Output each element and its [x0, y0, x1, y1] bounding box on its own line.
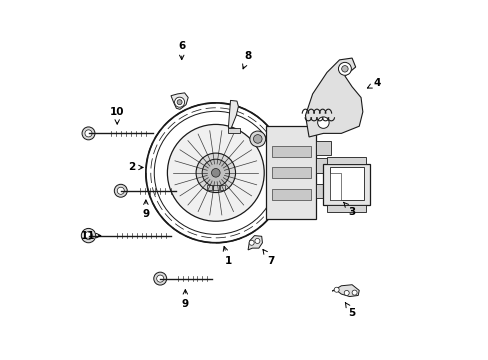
Bar: [329, 173, 341, 200]
Circle shape: [351, 290, 356, 295]
Circle shape: [196, 153, 235, 193]
Text: 9: 9: [142, 200, 149, 219]
Circle shape: [202, 159, 229, 186]
Bar: [213, 185, 218, 190]
Polygon shape: [228, 100, 238, 128]
Circle shape: [341, 66, 347, 72]
Circle shape: [249, 240, 254, 245]
Polygon shape: [247, 235, 262, 250]
Circle shape: [114, 184, 127, 197]
Circle shape: [174, 97, 184, 107]
Text: 10: 10: [110, 107, 124, 124]
Text: 6: 6: [178, 41, 185, 60]
Text: 8: 8: [242, 51, 251, 69]
Circle shape: [153, 272, 166, 285]
Text: 9: 9: [182, 290, 188, 309]
Circle shape: [253, 135, 262, 143]
Circle shape: [333, 287, 339, 292]
Circle shape: [167, 125, 264, 221]
Text: 3: 3: [343, 202, 355, 217]
Circle shape: [338, 62, 351, 75]
Circle shape: [85, 130, 92, 137]
Circle shape: [254, 238, 260, 243]
Bar: [316, 140, 330, 155]
Text: 11: 11: [81, 231, 96, 240]
Text: 2: 2: [128, 162, 143, 172]
Bar: [316, 184, 330, 198]
Text: 1: 1: [223, 247, 231, 266]
Circle shape: [177, 100, 182, 105]
Circle shape: [344, 291, 348, 296]
Circle shape: [84, 231, 92, 239]
Bar: [329, 167, 363, 200]
Polygon shape: [227, 128, 239, 134]
Bar: [271, 167, 310, 178]
Circle shape: [249, 131, 265, 147]
Bar: [206, 185, 212, 190]
Bar: [219, 185, 224, 190]
Circle shape: [81, 228, 96, 243]
Polygon shape: [171, 93, 188, 109]
Bar: [316, 158, 330, 173]
Circle shape: [211, 168, 220, 177]
Text: 7: 7: [263, 249, 275, 266]
Bar: [326, 157, 366, 164]
Circle shape: [317, 117, 328, 129]
Bar: [271, 189, 310, 200]
Text: 4: 4: [366, 78, 380, 88]
Circle shape: [82, 127, 95, 140]
Bar: [271, 146, 310, 157]
Text: 5: 5: [345, 302, 355, 318]
Bar: [323, 164, 369, 205]
Bar: [265, 126, 316, 220]
Polygon shape: [332, 285, 359, 297]
Circle shape: [117, 187, 124, 194]
Polygon shape: [305, 58, 362, 137]
Circle shape: [156, 275, 163, 282]
Bar: [326, 205, 366, 212]
